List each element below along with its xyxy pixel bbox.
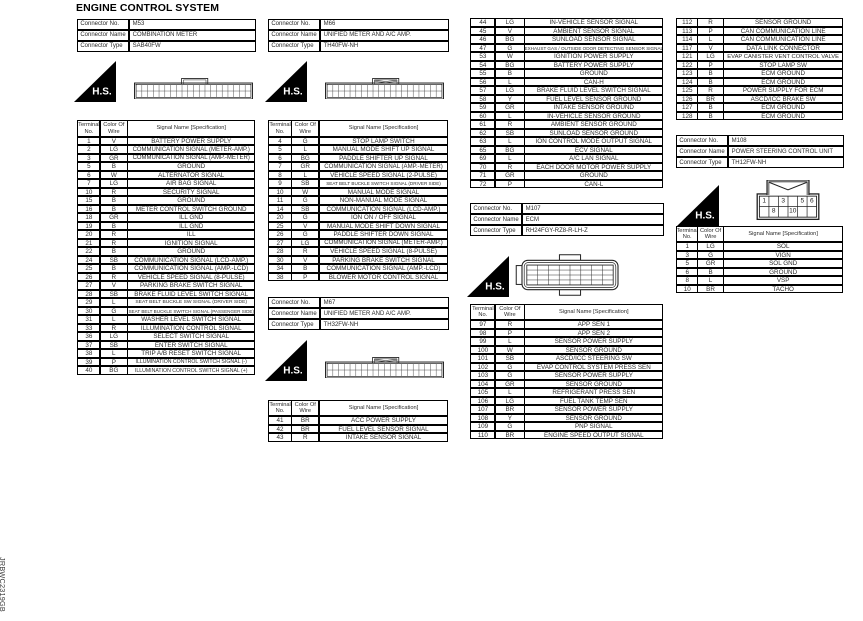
svg-text:H.S.: H.S. xyxy=(283,87,303,98)
svg-text:H.S.: H.S. xyxy=(485,282,505,293)
svg-text:H.S.: H.S. xyxy=(92,87,112,98)
svg-text:5: 5 xyxy=(800,197,804,204)
svg-text:H.S.: H.S. xyxy=(695,211,715,222)
svg-text:3: 3 xyxy=(781,197,785,204)
svg-text:8: 8 xyxy=(772,207,776,214)
svg-text:6: 6 xyxy=(810,197,814,204)
svg-text:10: 10 xyxy=(789,207,797,214)
svg-text:H.S.: H.S. xyxy=(283,366,303,377)
svg-text:1: 1 xyxy=(762,197,766,204)
